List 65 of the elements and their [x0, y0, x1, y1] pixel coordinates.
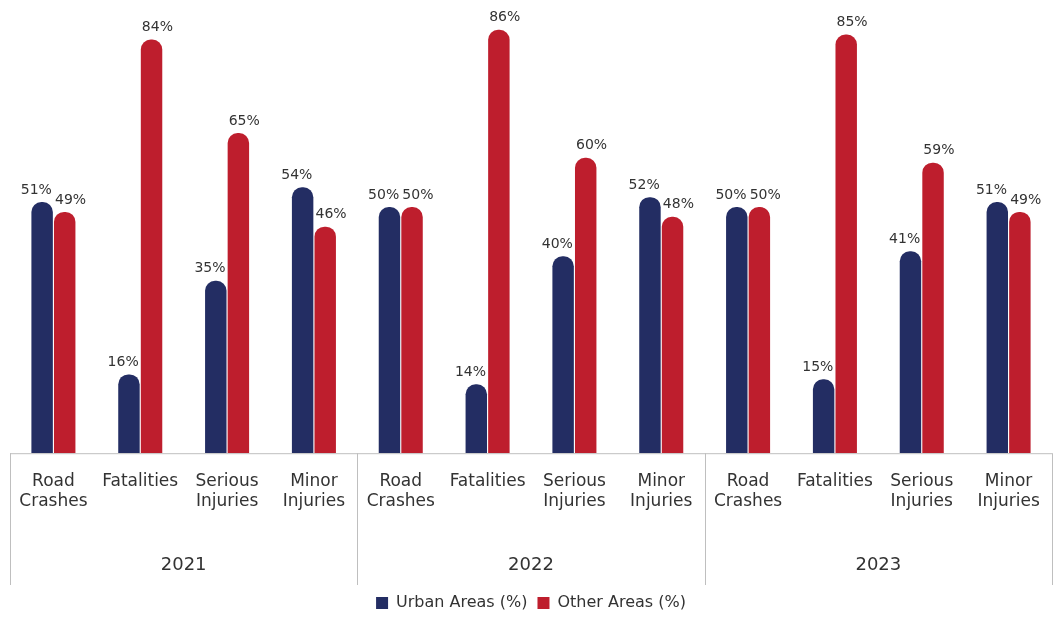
- data-label: 41%: [889, 229, 921, 246]
- data-label: 51%: [20, 180, 52, 197]
- data-label: 60%: [575, 136, 608, 153]
- bar: [639, 197, 661, 454]
- data-label: 15%: [802, 357, 834, 374]
- x-tick-label: Fatalities: [796, 469, 873, 490]
- bar: [835, 34, 857, 454]
- bar: [378, 206, 401, 454]
- data-label: 16%: [107, 353, 139, 370]
- bar: [465, 384, 488, 454]
- x-tick-label: Minor Injuries: [977, 469, 1040, 511]
- bar: [986, 202, 1009, 454]
- data-label: 54%: [281, 165, 313, 182]
- bar: [227, 133, 250, 454]
- data-label: 50%: [402, 185, 434, 202]
- data-label: 86%: [489, 8, 521, 25]
- bar: [140, 39, 163, 454]
- bar: [401, 206, 423, 454]
- x-tick-label: Road Crashes: [19, 469, 88, 511]
- bar: [726, 206, 748, 454]
- x-tick-label: Minor Injuries: [282, 469, 346, 511]
- x-tick-label: Road Crashes: [713, 469, 783, 511]
- data-label: 35%: [194, 259, 226, 276]
- bar: [118, 374, 140, 454]
- data-label: 50%: [715, 185, 747, 202]
- x-tick-label: Minor Injuries: [630, 469, 693, 511]
- data-label: 52%: [628, 175, 660, 192]
- bar: [812, 379, 835, 454]
- data-label: 51%: [975, 180, 1008, 197]
- data-label: 14%: [454, 362, 487, 379]
- data-label: 40%: [541, 234, 573, 251]
- data-label: 50%: [368, 185, 400, 202]
- bar: [205, 280, 227, 454]
- data-label: 50%: [749, 185, 781, 202]
- data-label: 85%: [836, 13, 868, 30]
- data-label: 49%: [1010, 190, 1042, 207]
- x-tick-label: Serious Injuries: [542, 469, 607, 511]
- bar: [31, 202, 53, 454]
- bar: [291, 187, 314, 454]
- x-tick-label: Fatalities: [102, 469, 179, 490]
- legend-label: Other Areas (%): [557, 592, 686, 612]
- x-tick-label: Fatalities: [449, 469, 526, 490]
- data-label: 46%: [315, 205, 347, 222]
- bar: [488, 29, 510, 454]
- x-tick-label: Road Crashes: [366, 469, 435, 511]
- bar: [661, 216, 684, 454]
- text: 2022: [508, 552, 554, 574]
- bar: [53, 211, 76, 454]
- bar: [1009, 211, 1031, 454]
- data-label: 48%: [662, 195, 694, 212]
- bar: [314, 226, 336, 454]
- legend-label: Urban Areas (%): [396, 592, 528, 612]
- bar: [899, 251, 922, 454]
- bar: [574, 157, 597, 454]
- bar: [552, 256, 574, 454]
- text: 2021: [160, 552, 207, 574]
- bar: [922, 162, 944, 454]
- bar: [748, 206, 771, 454]
- data-label: 65%: [228, 111, 260, 128]
- data-label: 59%: [923, 141, 955, 158]
- data-label: 49%: [54, 190, 87, 207]
- x-tick-label: Serious Injuries: [890, 469, 954, 511]
- x-tick-label: Serious Injuries: [195, 469, 259, 511]
- text: 2023: [855, 552, 902, 574]
- data-label: 84%: [141, 18, 173, 35]
